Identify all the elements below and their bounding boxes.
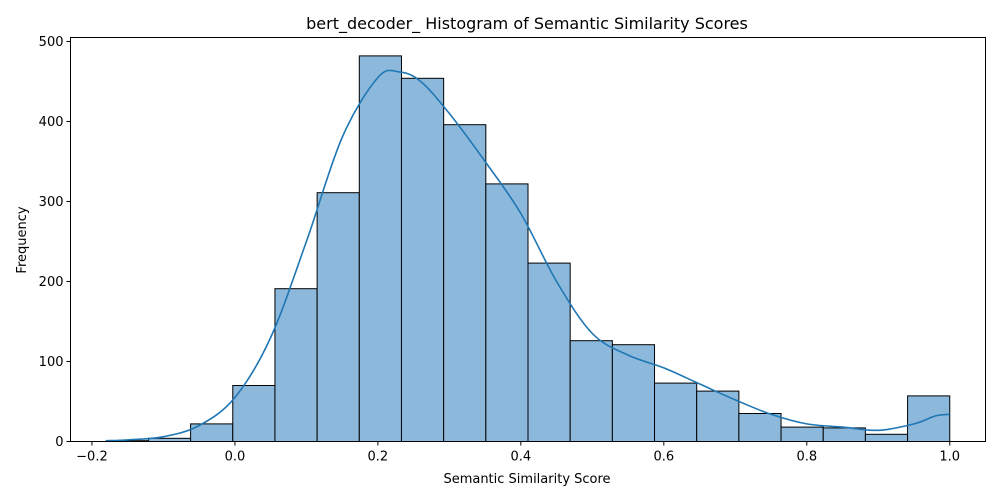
x-tick-label: −0.2 [76,450,108,465]
x-axis-ticks: −0.2 0.0 0.2 0.4 0.6 0.8 1.0 [76,441,960,465]
histogram-bar [864,433,909,442]
axes-frame [70,37,986,442]
y-tick-label: 300 [39,195,64,210]
histogram-bar [358,55,402,443]
x-tick-label: 0.4 [511,450,532,465]
histogram-bar [654,382,698,443]
x-tick-label: 0.2 [368,450,389,465]
histogram-bar [569,340,613,443]
histogram-bar [696,390,740,443]
bars-group [105,55,951,443]
y-tick-label: 200 [39,275,64,290]
y-tick-label: 500 [39,35,64,50]
histogram-bar [738,413,782,442]
x-tick-label: 0.8 [796,450,817,465]
y-axis-ticks: 0 100 200 300 400 500 [39,35,71,450]
x-tick-label: 0.6 [653,450,674,465]
x-tick-label: 0.0 [225,450,246,465]
histogram-bar [232,385,276,442]
histogram-bar [485,183,529,442]
y-tick-label: 100 [39,355,64,370]
x-axis-label: Semantic Similarity Score [443,472,610,487]
y-tick-label: 400 [39,115,64,130]
histogram-bar [316,192,360,442]
kde-curve [106,69,950,442]
x-tick-label: 1.0 [939,450,960,465]
chart-title: bert_decoder_ Histogram of Semantic Simi… [306,14,748,34]
histogram-bar [822,427,866,442]
histogram-bar [611,344,656,443]
histogram-bar [443,124,487,442]
histogram-bar [400,77,445,443]
y-axis-label: Frequency [15,206,30,273]
histogram-bar [780,426,824,443]
histogram-bar [274,288,318,443]
histogram-bar [527,262,571,442]
y-tick-label: 0 [55,435,63,450]
